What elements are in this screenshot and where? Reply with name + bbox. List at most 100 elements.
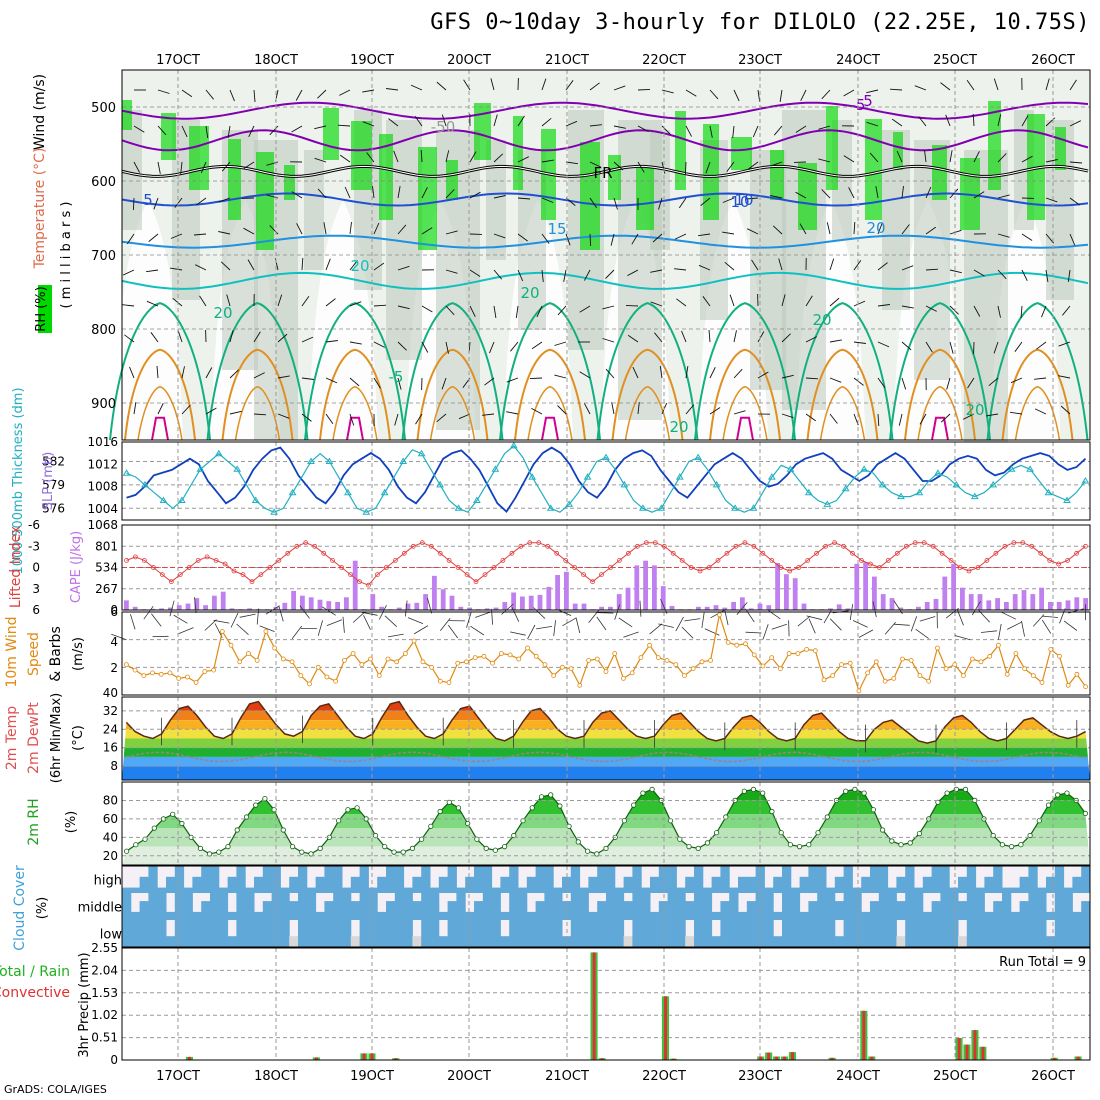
slp-tick: 1016	[87, 435, 118, 449]
cloud-cell	[843, 920, 853, 947]
rh-point	[741, 788, 747, 794]
wind-barb	[901, 265, 914, 271]
upper-air-frame	[121, 69, 1091, 441]
precip-convective-bar	[791, 1052, 794, 1060]
contour-label: 5	[143, 191, 153, 209]
wind-barb-10m	[762, 624, 769, 640]
wind-barb	[997, 233, 1010, 238]
cloud-cell	[544, 866, 554, 893]
thickness-marker	[546, 504, 555, 511]
wind-barb	[339, 89, 351, 96]
cloud-cell	[447, 920, 457, 947]
cloud-cell	[500, 936, 510, 947]
lifted-index-point	[832, 540, 837, 546]
precip-convective-bar	[973, 1030, 977, 1060]
cloud-cell	[658, 901, 669, 920]
cloud-cell	[887, 887, 897, 893]
wind-speed-point	[629, 670, 635, 676]
cloud-cell	[764, 893, 774, 920]
precip-convective-bar	[370, 1053, 374, 1060]
temp-contour-30	[429, 385, 476, 441]
cloud-cell	[280, 920, 290, 947]
wind-speed-point	[1065, 682, 1071, 688]
rh-point	[124, 848, 130, 854]
thickness-marker	[731, 504, 739, 511]
cloud-cell	[940, 920, 950, 947]
cloud-cell	[289, 876, 299, 893]
wind-barb	[421, 341, 429, 353]
wind-barb	[877, 222, 883, 235]
cloud-cell	[958, 901, 968, 920]
contour-label: 20	[213, 304, 232, 322]
wind-barb-10m	[204, 619, 217, 631]
cloud-cell	[676, 893, 686, 920]
wind-barb	[997, 194, 1010, 199]
cloud-cell	[1072, 920, 1082, 947]
wind-speed-point	[507, 652, 513, 658]
cloud-cell	[342, 887, 352, 893]
cloud-cell	[799, 920, 809, 947]
cloud-cell	[878, 920, 889, 947]
wind-barb	[901, 341, 912, 351]
wind-barb	[877, 262, 888, 271]
cloud-cell	[430, 893, 440, 920]
cloud-cell	[782, 866, 792, 893]
wind-speed-point	[158, 671, 164, 677]
wind-speed-point	[490, 660, 496, 666]
thickness-marker	[823, 500, 832, 507]
rh-point	[280, 827, 286, 833]
wind-speed-point	[228, 642, 234, 648]
cloud-cell	[518, 893, 528, 920]
wind-barb	[410, 84, 423, 91]
cape-bar	[449, 595, 455, 610]
wind-barb	[733, 330, 737, 343]
pressure-tick: 500	[91, 101, 116, 116]
cape-bar	[528, 595, 534, 610]
cape-bar	[308, 597, 314, 610]
wind-barb	[1014, 341, 1023, 352]
wind-barb	[397, 377, 402, 390]
cape-bar	[537, 594, 543, 610]
cloud-cell	[720, 901, 730, 920]
wind-barb	[795, 191, 807, 199]
wind-barb-10m	[384, 615, 397, 627]
thickness-marker	[233, 465, 242, 472]
cloud-cell	[808, 920, 818, 947]
cloud-cell	[623, 901, 633, 920]
top-date-label: 24OCT	[836, 53, 880, 68]
cloud-cell	[148, 893, 158, 920]
wind-barb-10m	[649, 623, 663, 635]
cloud-cell	[315, 911, 325, 920]
wind-speed-point	[202, 669, 208, 674]
cloud-cell	[157, 887, 167, 893]
cloud-cell	[359, 893, 369, 920]
cloud-cell	[324, 920, 334, 947]
temp-contour-25	[221, 348, 294, 441]
cape-bar	[731, 602, 736, 610]
cloud-cell	[1063, 887, 1073, 893]
wind-barb-10m	[256, 608, 259, 625]
wind-barb	[253, 331, 261, 343]
wind-barb	[829, 377, 842, 383]
wind-barb	[637, 88, 651, 91]
wind-barb	[541, 78, 547, 91]
rh-point	[603, 845, 609, 852]
wind-barb	[949, 269, 962, 274]
wind-barb-10m	[596, 616, 607, 631]
wind-barb	[901, 186, 904, 199]
top-date-label: 23OCT	[738, 53, 782, 68]
wind-speed-point	[420, 659, 426, 665]
cloud-cell	[746, 901, 757, 920]
wind-barb	[180, 161, 183, 174]
wind-barb	[132, 197, 135, 211]
cape-tick: 0	[110, 603, 118, 617]
wind-barb	[770, 195, 783, 199]
lifted-index-point	[473, 579, 479, 585]
wind-speed-point	[184, 674, 190, 680]
wind-barb	[632, 366, 639, 379]
lifted-index-point	[321, 550, 327, 556]
cloud-cell	[711, 936, 721, 947]
wind-barb-10m	[466, 612, 472, 628]
cape-bar	[1021, 590, 1027, 610]
cloud-cell	[377, 911, 387, 920]
